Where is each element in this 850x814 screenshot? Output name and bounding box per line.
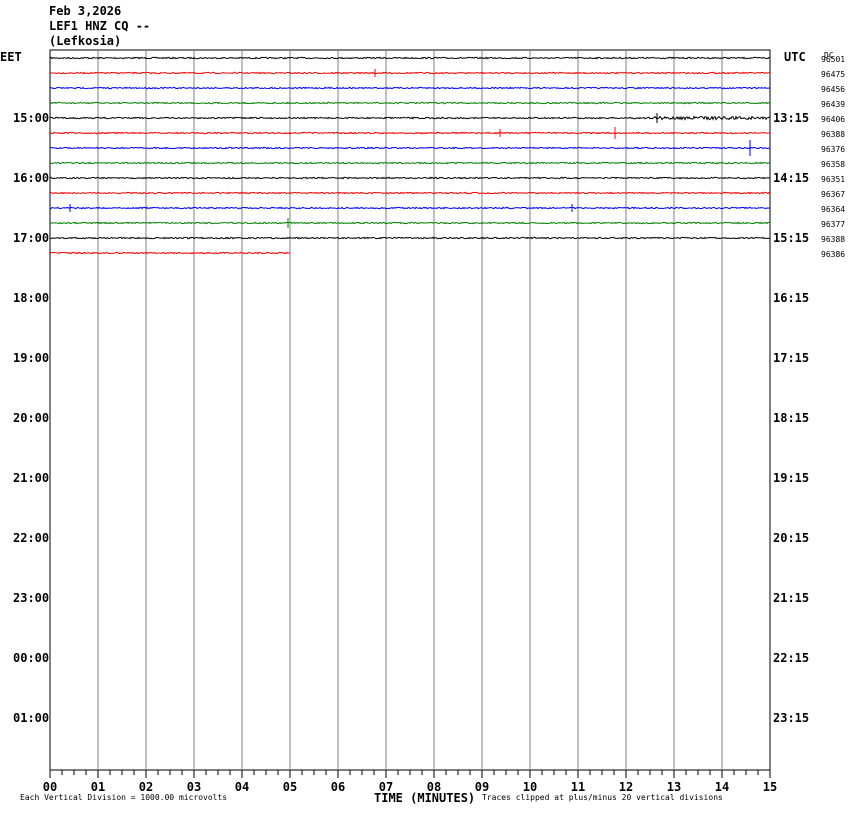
trace-offset-label: 96406 xyxy=(821,115,845,124)
x-tick-label: 15 xyxy=(763,780,777,794)
x-tick-label: 09 xyxy=(475,780,489,794)
seismic-trace xyxy=(49,161,771,165)
hour-label-left: 15:00 xyxy=(13,111,49,125)
x-tick-label: 01 xyxy=(91,780,105,794)
x-tick-label: 12 xyxy=(619,780,633,794)
seismic-trace xyxy=(49,191,771,195)
seismic-trace xyxy=(49,71,771,75)
seismic-trace xyxy=(49,115,771,121)
hour-label-left: 16:00 xyxy=(13,171,49,185)
x-tick-label: 11 xyxy=(571,780,585,794)
hour-label-right: 14:15 xyxy=(773,171,809,185)
xaxis-title: TIME (MINUTES) xyxy=(374,791,476,805)
seismic-trace xyxy=(49,206,771,210)
seismic-trace xyxy=(49,146,771,150)
x-tick-label: 03 xyxy=(187,780,201,794)
trace-offset-label: 96358 xyxy=(821,160,845,169)
seismic-trace xyxy=(49,56,771,60)
hour-label-right: 18:15 xyxy=(773,411,809,425)
x-tick-label: 07 xyxy=(379,780,393,794)
trace-offset-label: 96388 xyxy=(821,235,845,244)
seismic-trace xyxy=(49,236,771,240)
x-tick-label: 14 xyxy=(715,780,729,794)
trace-offset-label: 96439 xyxy=(821,100,845,109)
division-note: Each Vertical Division = 1000.00 microvo… xyxy=(20,793,228,802)
hour-label-right: 15:15 xyxy=(773,231,809,245)
location-label: (Lefkosia) xyxy=(49,34,122,48)
hour-label-left: 00:00 xyxy=(13,651,49,665)
hour-label-left: 22:00 xyxy=(13,531,49,545)
corner-label: DC xyxy=(824,51,834,60)
plot-frame xyxy=(49,49,771,771)
trace-offset-label: 96377 xyxy=(821,220,845,229)
hour-label-left: 18:00 xyxy=(13,291,49,305)
hour-label-left: 23:00 xyxy=(13,591,49,605)
x-tick-label: 13 xyxy=(667,780,681,794)
hour-label-left: 19:00 xyxy=(13,351,49,365)
seismic-trace xyxy=(49,131,771,135)
trace-offset-label: 96376 xyxy=(821,145,845,154)
trace-offset-label: 96364 xyxy=(821,205,845,214)
hour-label-right: 21:15 xyxy=(773,591,809,605)
station-label: LEF1 HNZ CQ -- xyxy=(49,19,151,33)
x-tick-label: 06 xyxy=(331,780,345,794)
x-tick-label: 00 xyxy=(43,780,57,794)
x-tick-label: 10 xyxy=(523,780,537,794)
trace-offset-label: 96386 xyxy=(821,250,845,259)
left-axis-title: EET xyxy=(0,50,22,64)
hour-label-right: 23:15 xyxy=(773,711,809,725)
hour-label-left: 20:00 xyxy=(13,411,49,425)
hour-label-right: 16:15 xyxy=(773,291,809,305)
hour-label-left: 21:00 xyxy=(13,471,49,485)
hour-label-right: 17:15 xyxy=(773,351,809,365)
seismic-trace xyxy=(49,176,771,180)
hour-label-left: 01:00 xyxy=(13,711,49,725)
hour-label-right: 22:15 xyxy=(773,651,809,665)
trace-offset-label: 96351 xyxy=(821,175,845,184)
x-tick-label: 05 xyxy=(283,780,297,794)
trace-offset-label: 96501 xyxy=(821,55,845,64)
trace-offset-label: 96456 xyxy=(821,85,845,94)
trace-offset-label: 96388 xyxy=(821,130,845,139)
hour-label-right: 19:15 xyxy=(773,471,809,485)
trace-offset-label: 96367 xyxy=(821,190,845,199)
seismic-trace xyxy=(49,221,771,225)
right-axis-title: UTC xyxy=(784,50,806,64)
seismic-trace xyxy=(49,251,291,255)
seismic-trace xyxy=(49,86,771,90)
date-label: Feb 3,2026 xyxy=(49,4,122,18)
seismic-trace xyxy=(49,101,771,105)
trace-offset-label: 96475 xyxy=(821,70,845,79)
x-tick-label: 04 xyxy=(235,780,249,794)
x-tick-label: 02 xyxy=(139,780,153,794)
clip-note: Traces clipped at plus/minus 20 vertical… xyxy=(482,793,723,802)
hour-label-right: 13:15 xyxy=(773,111,809,125)
hour-label-right: 20:15 xyxy=(773,531,809,545)
x-tick-label: 08 xyxy=(427,780,441,794)
hour-label-left: 17:00 xyxy=(13,231,49,245)
